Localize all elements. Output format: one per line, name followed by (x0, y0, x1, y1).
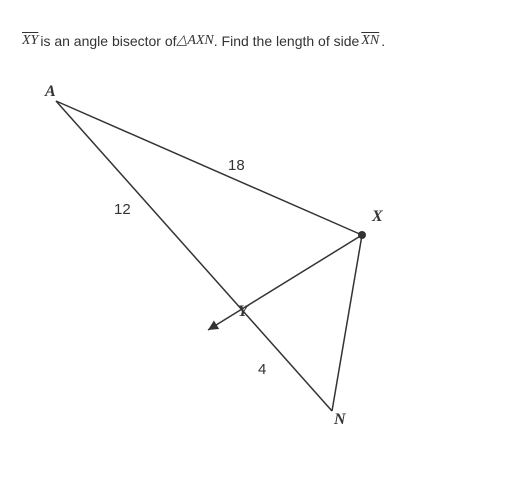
vertex-y-label: Y (238, 303, 248, 321)
problem-statement: XY is an angle bisector of △AXN . Find t… (20, 32, 385, 49)
text-part-1: is an angle bisector of (40, 33, 176, 49)
segment-xn: XN (359, 33, 381, 49)
vertex-x-label: X (372, 208, 383, 226)
diagram-svg (20, 75, 500, 485)
vertex-a-label: A (45, 83, 56, 101)
segment-xy: XY (20, 33, 40, 49)
text-part-2: . Find the length of side (214, 33, 360, 49)
edge-yn-label: 4 (258, 361, 266, 378)
vertex-n-label: N (334, 411, 346, 429)
edge-ax-label: 18 (228, 157, 245, 174)
edge-ay-label: 12 (114, 201, 131, 218)
text-part-3: . (381, 33, 385, 49)
triangle-axn: △AXN (177, 32, 214, 49)
triangle-diagram: A X N Y 18 12 4 (20, 75, 500, 485)
